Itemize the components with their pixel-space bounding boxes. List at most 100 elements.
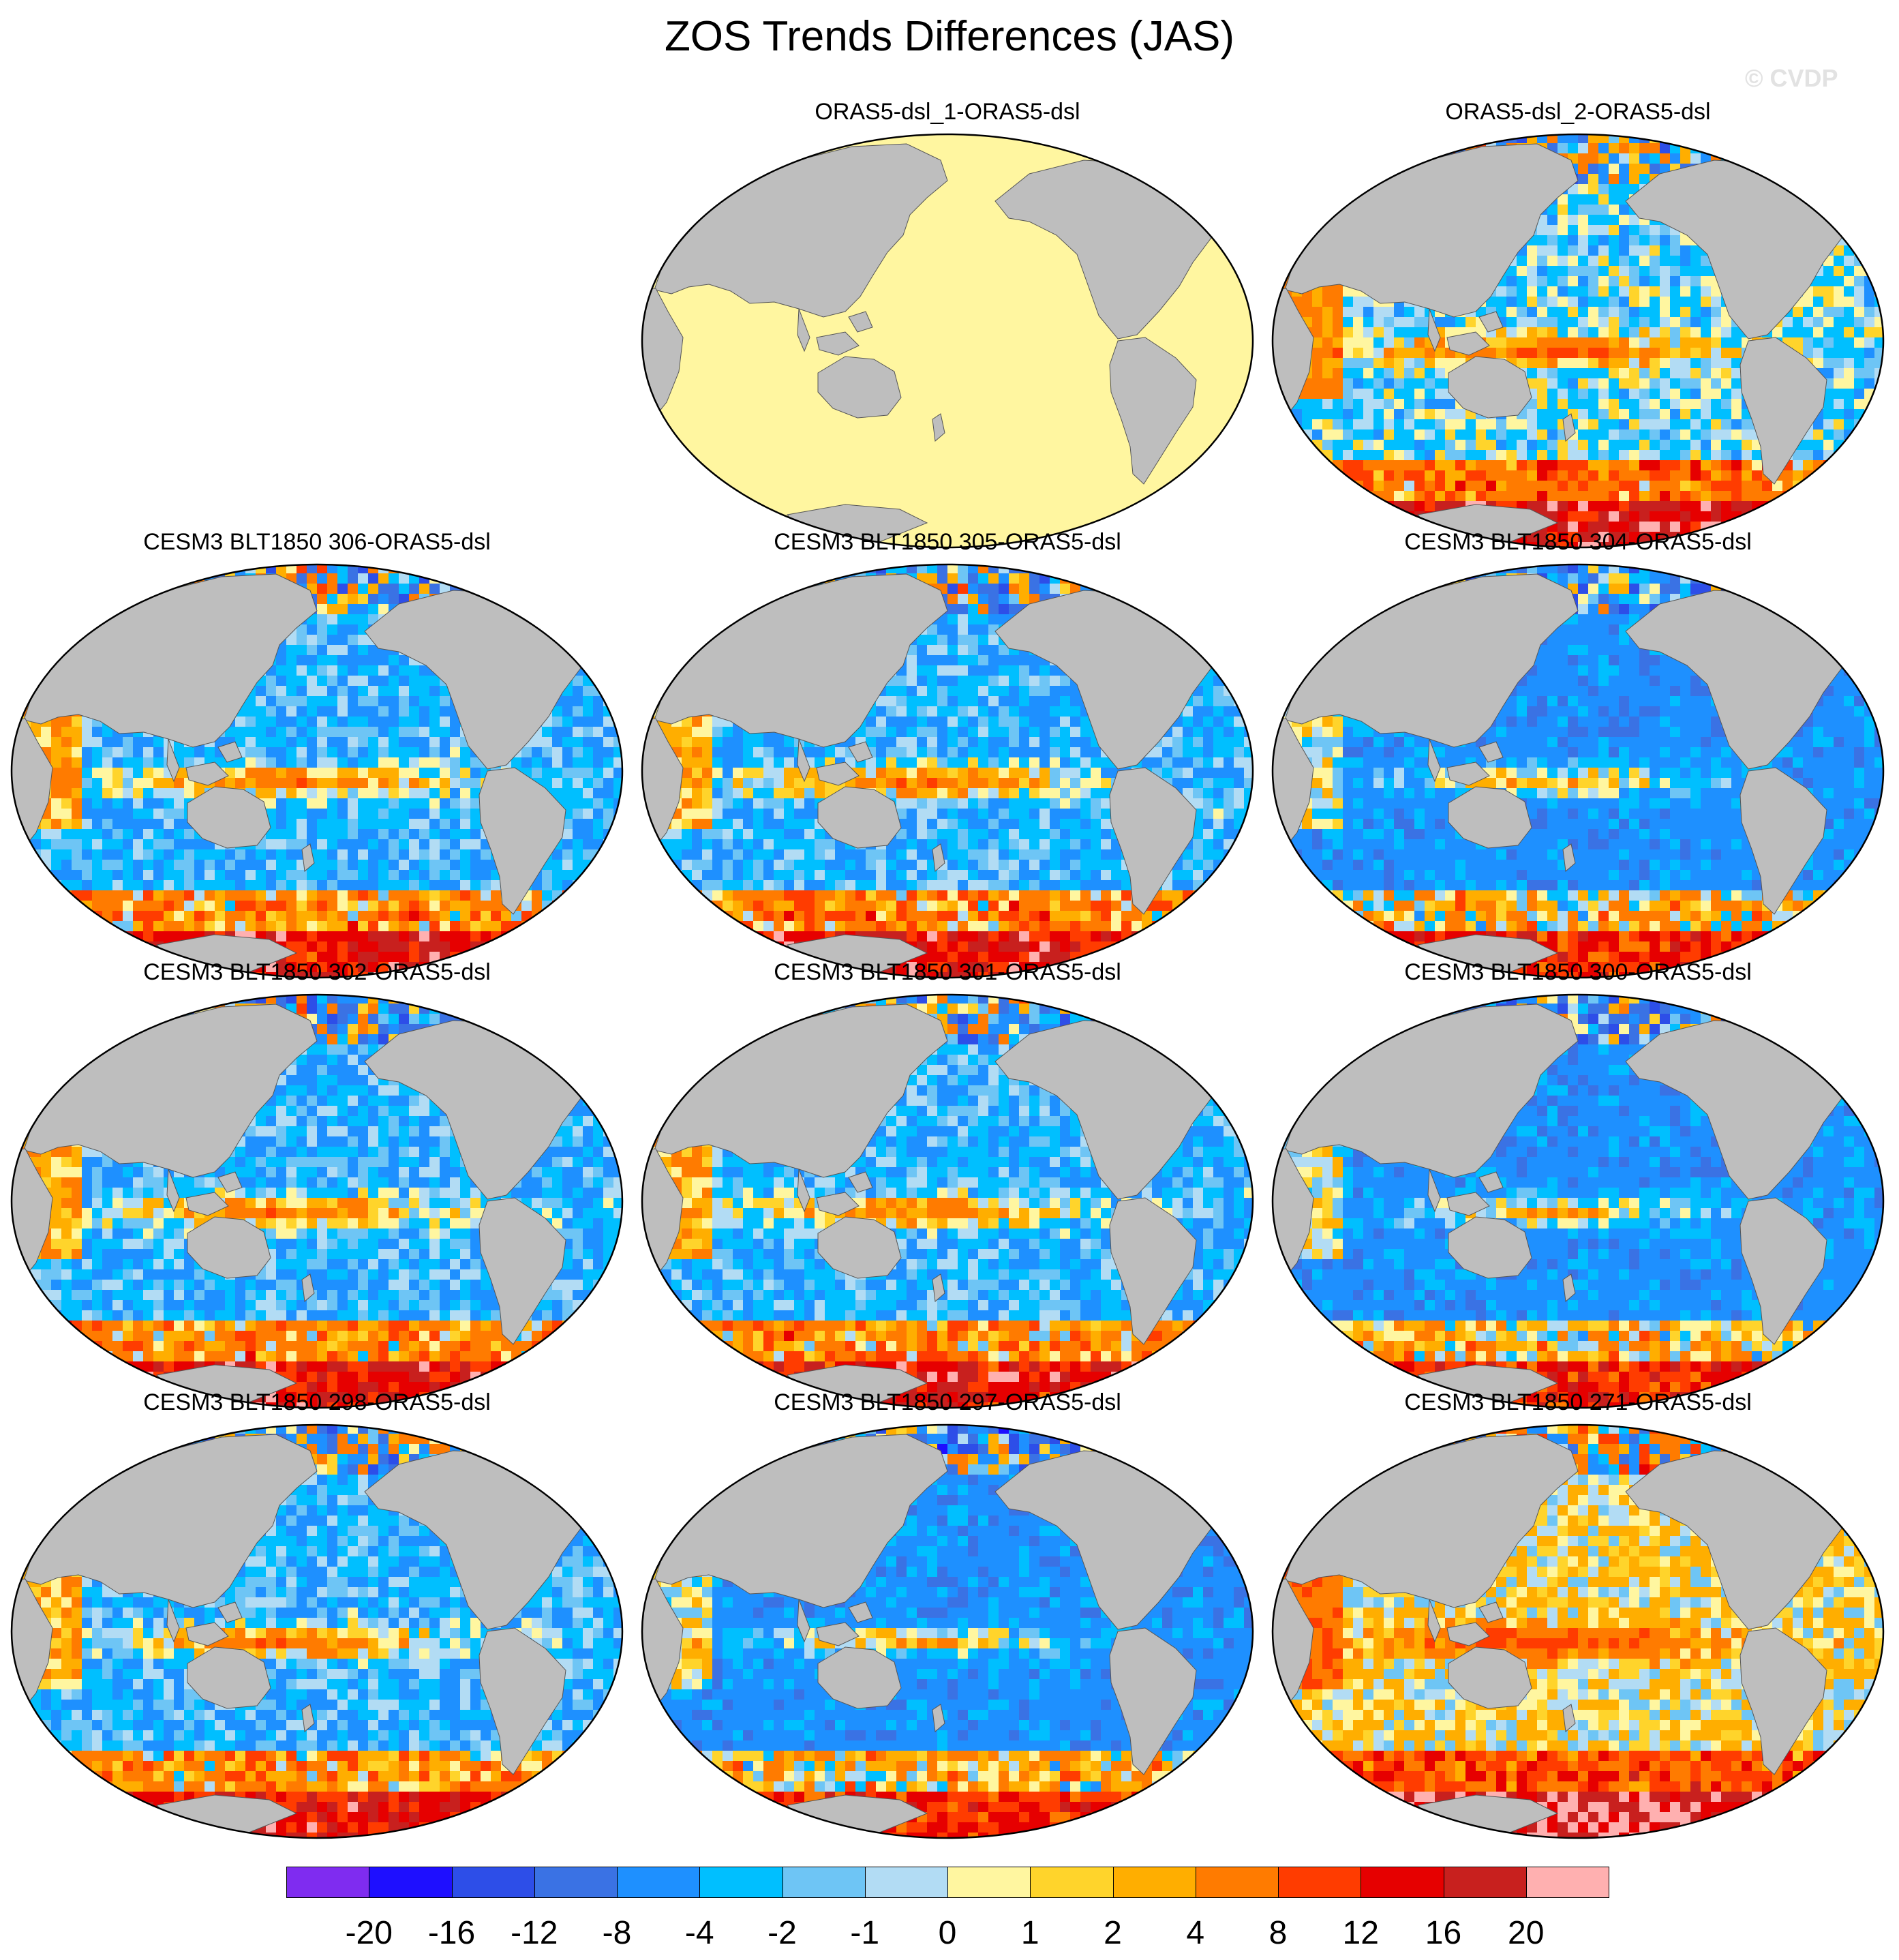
land-mass — [185, 1622, 229, 1646]
land-mass — [848, 311, 873, 333]
ocean-field — [1273, 995, 1883, 1408]
ocean-field — [12, 564, 622, 978]
map-canvas — [1271, 993, 1885, 1409]
land-mass — [1427, 738, 1441, 783]
panel-title: CESM3 BLT1850 301-ORAS5-dsl — [634, 959, 1261, 986]
land-mass — [1189, 583, 1248, 632]
colorbar-label: -12 — [511, 1914, 558, 1952]
ocean-field — [12, 1425, 622, 1838]
land-mass — [1189, 1443, 1248, 1492]
colorbar-label: 16 — [1425, 1914, 1461, 1952]
map-panel: CESM3 BLT1850 306-ORAS5-dsl — [3, 529, 631, 979]
land-mass — [1446, 1622, 1490, 1646]
map-panel: CESM3 BLT1850 301-ORAS5-dsl — [634, 959, 1261, 1409]
land-mass — [1562, 413, 1576, 442]
map-panel: CESM3 BLT1850 305-ORAS5-dsl — [634, 529, 1261, 979]
land-mass — [1448, 1646, 1532, 1709]
map-canvas — [10, 993, 624, 1409]
land-mass — [1836, 1798, 1883, 1833]
colorbar — [286, 1867, 1609, 1898]
colorbar-labels: -20 -16 -12 -8 -4 -2 -1 0 1 2 4 8 12 16 20 — [0, 1914, 1899, 1955]
land-mass — [1109, 1627, 1197, 1775]
land-mass — [797, 308, 810, 352]
watermark: © CVDP — [1745, 64, 1838, 93]
colorbar-box — [1361, 1867, 1444, 1898]
land-mass — [1819, 583, 1879, 632]
land-mass — [1448, 786, 1532, 849]
colorbar-label: 20 — [1508, 1914, 1544, 1952]
land-mass — [1819, 1443, 1879, 1492]
land-mass — [166, 1169, 180, 1213]
land-mass — [187, 786, 271, 849]
land-mass — [166, 1599, 180, 1643]
colorbar-label: -20 — [346, 1914, 393, 1952]
colorbar-box — [1112, 1867, 1196, 1898]
land-mass — [217, 741, 243, 763]
map-panel: CESM3 BLT1850 298-ORAS5-dsl — [3, 1389, 631, 1839]
map-outline — [1271, 563, 1885, 979]
land-mass — [1427, 308, 1441, 352]
map-outline — [641, 993, 1254, 1409]
land-mass — [817, 1646, 902, 1709]
land-mass — [1448, 356, 1532, 419]
land-mass — [558, 1013, 618, 1062]
land-mass — [1740, 1197, 1827, 1345]
map-outline — [10, 993, 624, 1409]
colorbar-label: 1 — [1021, 1914, 1039, 1952]
figure-title: ZOS Trends Differences (JAS) — [0, 12, 1899, 61]
panel-title: CESM3 BLT1850 304-ORAS5-dsl — [1264, 529, 1892, 556]
colorbar-label: 12 — [1343, 1914, 1379, 1952]
map-outline — [1271, 1423, 1885, 1839]
land-mass — [816, 331, 860, 356]
colorbar-box — [1030, 1867, 1114, 1898]
colorbar-box — [1443, 1867, 1527, 1898]
colorbar-box — [947, 1867, 1031, 1898]
land-mass — [1109, 337, 1197, 485]
land-mass — [1427, 1169, 1441, 1213]
colorbar-box — [534, 1867, 618, 1898]
colorbar-box — [699, 1867, 783, 1898]
land-mass — [478, 1197, 566, 1345]
land-mass — [1206, 1798, 1253, 1833]
land-mass — [1189, 1013, 1248, 1062]
colorbar-label: -2 — [768, 1914, 797, 1952]
land-mass — [1478, 311, 1504, 333]
map-canvas — [1271, 133, 1885, 549]
colorbar-box — [286, 1867, 370, 1898]
colorbar-label: 0 — [939, 1914, 957, 1952]
colorbar-label: -4 — [685, 1914, 714, 1952]
panel-title: CESM3 BLT1850 298-ORAS5-dsl — [3, 1389, 631, 1416]
map-outline — [641, 563, 1254, 979]
land-mass — [1446, 331, 1490, 356]
land-mass — [932, 1273, 945, 1302]
land-mass — [166, 738, 180, 783]
map-canvas — [641, 563, 1254, 979]
land-mass — [1819, 153, 1879, 202]
ocean-field — [642, 1425, 1253, 1838]
land-mass — [1427, 1599, 1441, 1643]
land-mass — [217, 1601, 243, 1623]
land-mass — [1478, 741, 1504, 763]
land-mass — [217, 1171, 243, 1193]
map-canvas — [641, 133, 1254, 549]
land-mass — [817, 356, 902, 419]
ocean-field — [642, 564, 1253, 978]
land-mass — [478, 1627, 566, 1775]
map-panel: CESM3 BLT1850 304-ORAS5-dsl — [1264, 529, 1892, 979]
land-mass — [558, 583, 618, 632]
land-mass — [1819, 1013, 1879, 1062]
land-mass — [1448, 1216, 1532, 1279]
colorbar-label: 8 — [1269, 1914, 1288, 1952]
map-canvas — [641, 1423, 1254, 1839]
land-mass — [848, 1601, 873, 1623]
land-mass — [817, 1216, 902, 1279]
colorbar-label: -1 — [850, 1914, 879, 1952]
land-mass — [1109, 1197, 1197, 1345]
colorbar-box — [1525, 1867, 1609, 1898]
land-mass — [797, 1169, 810, 1213]
land-mass — [932, 413, 945, 442]
map-outline — [1271, 133, 1885, 549]
ocean-field — [1273, 564, 1883, 978]
panel-title: ORAS5-dsl_1-ORAS5-dsl — [634, 99, 1261, 125]
map-outline — [641, 1423, 1254, 1839]
